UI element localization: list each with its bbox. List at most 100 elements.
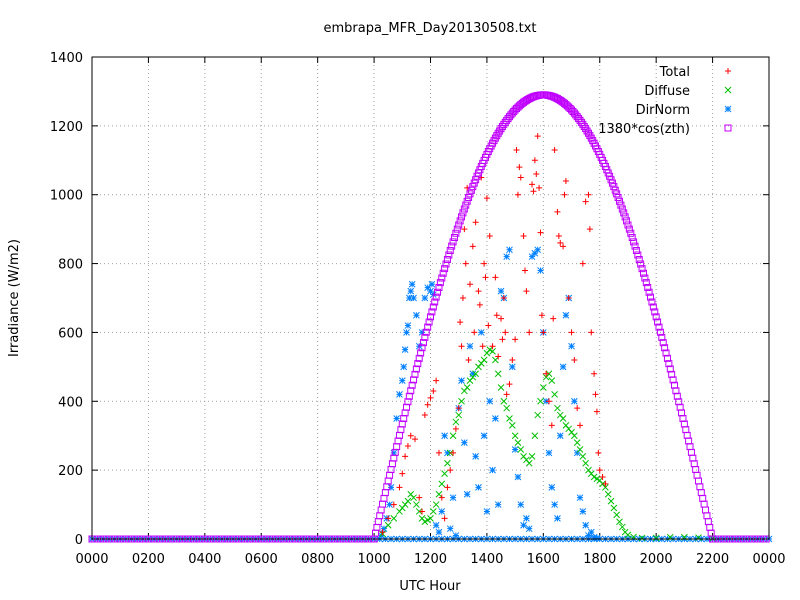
x-tick-label: 1400 bbox=[470, 552, 503, 567]
data-point bbox=[444, 459, 451, 467]
data-point bbox=[497, 287, 505, 295]
data-point bbox=[467, 186, 475, 194]
series-1 bbox=[379, 346, 716, 542]
data-point bbox=[585, 532, 592, 539]
data-point bbox=[483, 508, 491, 515]
data-point bbox=[398, 377, 406, 384]
data-point bbox=[492, 356, 499, 364]
data-point bbox=[386, 501, 393, 508]
data-point bbox=[427, 514, 434, 522]
data-point bbox=[387, 484, 395, 491]
data-point bbox=[458, 343, 465, 350]
data-point bbox=[496, 127, 504, 135]
data-point bbox=[398, 420, 406, 428]
y-tick-label: 1400 bbox=[50, 51, 83, 66]
data-point bbox=[407, 432, 414, 439]
data-point bbox=[402, 453, 409, 460]
data-point bbox=[579, 508, 587, 515]
data-point bbox=[483, 195, 490, 202]
data-point bbox=[494, 501, 502, 508]
data-point bbox=[603, 166, 611, 174]
data-point bbox=[576, 446, 584, 453]
legend-label: 1380*cos(zth) bbox=[598, 122, 690, 137]
data-point bbox=[404, 322, 412, 329]
data-point bbox=[559, 415, 567, 422]
data-point bbox=[434, 288, 442, 296]
data-point bbox=[537, 229, 544, 236]
data-point bbox=[539, 384, 547, 391]
data-point bbox=[421, 294, 429, 302]
data-point bbox=[652, 534, 660, 542]
data-point bbox=[545, 398, 552, 405]
legend-label: Diffuse bbox=[644, 84, 690, 99]
x-tick-label: 2200 bbox=[696, 552, 729, 567]
data-point bbox=[560, 243, 567, 250]
data-point bbox=[444, 449, 451, 457]
data-point bbox=[614, 194, 622, 202]
data-point bbox=[414, 360, 422, 368]
y-tick-label: 400 bbox=[58, 395, 83, 410]
data-point bbox=[562, 311, 570, 319]
data-point bbox=[506, 246, 513, 254]
legend-marker bbox=[725, 68, 731, 74]
data-point bbox=[596, 467, 603, 474]
data-point bbox=[568, 329, 575, 336]
data-point bbox=[623, 217, 631, 225]
data-point bbox=[466, 342, 474, 350]
data-point bbox=[618, 523, 626, 531]
data-point bbox=[438, 508, 446, 515]
data-point bbox=[610, 504, 618, 512]
data-point bbox=[494, 370, 502, 378]
chart-title: embrapa_MFR_Day20130508.txt bbox=[323, 21, 536, 36]
x-tick-label: 0000 bbox=[752, 552, 785, 567]
data-point bbox=[465, 194, 473, 202]
data-point bbox=[602, 484, 609, 491]
data-point bbox=[460, 439, 468, 446]
data-point bbox=[582, 521, 589, 529]
data-point bbox=[441, 515, 448, 522]
data-point bbox=[534, 411, 542, 419]
y-tick-label: 200 bbox=[58, 464, 83, 479]
grid bbox=[92, 57, 769, 539]
data-point bbox=[606, 172, 614, 180]
data-point bbox=[472, 176, 480, 184]
data-point bbox=[413, 311, 420, 319]
data-point bbox=[685, 437, 693, 445]
data-point bbox=[762, 535, 770, 543]
data-point bbox=[516, 164, 523, 171]
data-point bbox=[631, 242, 639, 250]
data-point bbox=[456, 217, 464, 225]
data-point bbox=[621, 213, 629, 221]
x-tick-label: 2000 bbox=[640, 552, 673, 567]
data-point bbox=[690, 460, 698, 468]
data-point bbox=[438, 274, 446, 282]
data-point bbox=[607, 176, 615, 184]
data-point bbox=[385, 515, 392, 522]
data-point bbox=[706, 523, 714, 531]
data-point bbox=[455, 411, 463, 419]
data-point bbox=[371, 529, 379, 537]
data-point bbox=[576, 494, 584, 502]
x-tick-label: 0400 bbox=[188, 552, 221, 567]
data-point bbox=[390, 449, 398, 457]
data-point bbox=[486, 397, 494, 405]
data-point bbox=[461, 226, 468, 233]
data-point bbox=[465, 356, 472, 363]
x-tick-label: 0200 bbox=[132, 552, 165, 567]
data-point bbox=[508, 363, 516, 371]
data-point bbox=[447, 467, 454, 474]
data-point bbox=[648, 298, 656, 306]
data-point bbox=[469, 370, 477, 378]
data-point bbox=[562, 177, 569, 184]
data-point bbox=[481, 260, 488, 267]
data-point bbox=[579, 120, 587, 128]
data-point bbox=[463, 490, 471, 498]
data-point bbox=[548, 377, 556, 384]
data-point bbox=[530, 188, 537, 195]
data-point bbox=[520, 521, 527, 529]
data-point bbox=[599, 474, 606, 481]
y-tick-label: 800 bbox=[58, 258, 83, 273]
data-point bbox=[432, 293, 440, 301]
data-point bbox=[551, 146, 558, 153]
data-point bbox=[682, 426, 690, 434]
